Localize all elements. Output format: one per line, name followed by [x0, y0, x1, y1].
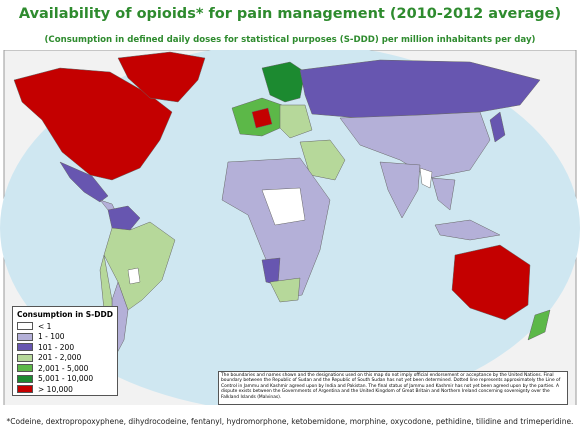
- germany: [251, 107, 273, 129]
- legend-title: Consumption in S-DDD: [17, 310, 113, 319]
- legend-label: 101 - 200: [38, 342, 75, 352]
- myanmar: [419, 167, 433, 189]
- legend-item: 101 - 200: [17, 342, 117, 353]
- legend-swatch: [17, 322, 33, 331]
- legend-swatch: [17, 364, 33, 373]
- japan: [489, 111, 506, 143]
- legend-item: 201 - 2,000: [17, 353, 117, 364]
- legend-label: < 1: [38, 321, 52, 331]
- subtitle: (Consumption in defined daily doses for …: [44, 35, 536, 45]
- china-central-asia: [339, 111, 491, 179]
- legend-swatch: [17, 385, 33, 394]
- south-africa: [269, 277, 301, 303]
- new-zealand: [527, 309, 551, 341]
- legend-label: > 10,000: [38, 384, 73, 394]
- legend-item: 5,001 - 10,000: [17, 374, 117, 385]
- brazil: [103, 221, 176, 311]
- india: [379, 161, 421, 219]
- se-asia: [431, 177, 456, 211]
- indonesia: [434, 219, 501, 241]
- legend-label: 201 - 2,000: [38, 353, 82, 363]
- legend-item: > 10,000: [17, 384, 117, 395]
- legend-item: 1 - 100: [17, 332, 117, 343]
- central-africa: [261, 187, 306, 226]
- scandinavia: [261, 61, 306, 103]
- legend-label: 5,001 - 10,000: [38, 374, 94, 384]
- north-america: [13, 67, 173, 181]
- legend-item: 2,001 - 5,000: [17, 363, 117, 374]
- legend-swatch: [17, 343, 33, 352]
- legend-swatch: [17, 332, 33, 341]
- legend-swatch: [17, 353, 33, 362]
- legend-item: < 1: [17, 321, 117, 332]
- legend-swatch: [17, 374, 33, 383]
- footnote: *Codeine, dextropropoxyphene, dihydrocod…: [6, 417, 574, 426]
- eastern-europe: [279, 104, 313, 139]
- title: Availability of opioids* for pain manage…: [18, 6, 562, 22]
- legend-label: 1 - 100: [38, 332, 65, 342]
- paraguay: [127, 267, 141, 285]
- mexico: [59, 161, 109, 203]
- legend-label: 2,001 - 5,000: [38, 363, 89, 373]
- australia: [451, 244, 531, 321]
- venezuela: [107, 205, 141, 231]
- disclaimer: The boundaries and names shown and the d…: [218, 371, 568, 405]
- greenland: [117, 51, 206, 103]
